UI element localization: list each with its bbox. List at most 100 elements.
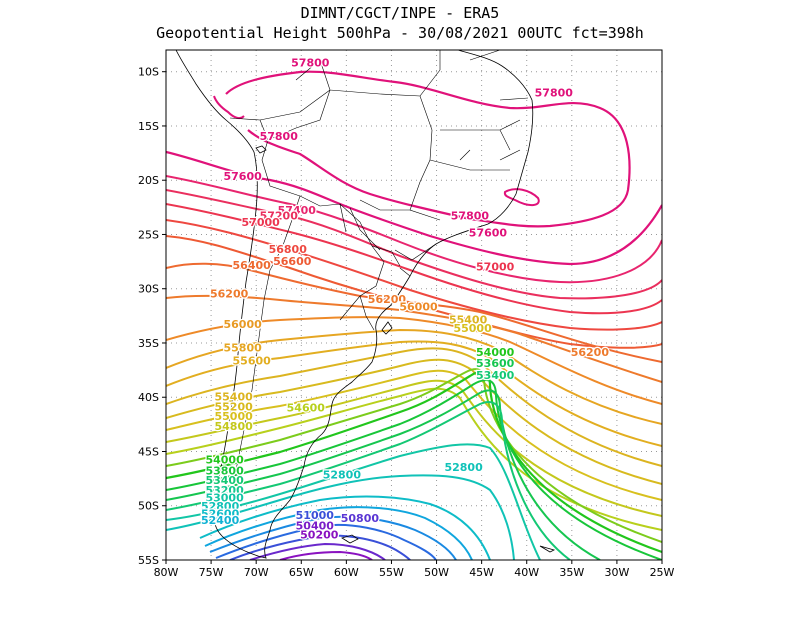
y-tick-label: 20S [138, 174, 159, 187]
contour-label: 53800 [205, 464, 244, 477]
contour-label: 54000 [205, 453, 244, 466]
contour-label: 52800 [323, 469, 362, 482]
south-georgia-island [539, 545, 556, 553]
x-tick-label: 70W [244, 566, 269, 579]
contour-label: 55000 [453, 322, 492, 335]
contour-label: 55200 [214, 400, 253, 413]
contour-label: 57400 [278, 204, 317, 217]
contour-label: 57000 [476, 260, 515, 273]
x-tick-label: 55W [379, 566, 404, 579]
x-tick-label: 40W [514, 566, 539, 579]
x-tick-label: 25W [650, 566, 675, 579]
contour-53800 [166, 379, 662, 560]
contour-57400 [166, 175, 662, 284]
y-tick-label: 30S [138, 283, 159, 296]
x-tick-label: 75W [199, 566, 224, 579]
contour-label: 52800 [444, 461, 483, 474]
lake-titicaca [255, 145, 267, 154]
contour-label: 50200 [300, 528, 339, 541]
coastlines [175, 50, 556, 559]
brazil-states-borders [259, 50, 529, 277]
contour-label: 55800 [224, 342, 263, 355]
contour-50600 [249, 542, 386, 560]
contour-51800 [209, 515, 457, 560]
contour-label: 54800 [214, 420, 253, 433]
contour-label: 52800 [201, 500, 240, 513]
contour-57800-north [225, 70, 631, 228]
contour-label: 56200 [571, 346, 610, 359]
x-axis: 80W 75W 70W 65W 60W 55W 50W 45W 40W 35W 30W 25W [154, 560, 675, 579]
contour-56000 [166, 316, 662, 405]
contour-label: 57800 [451, 209, 490, 222]
contour-label: 57600 [469, 227, 508, 240]
contour-label: 57000 [242, 216, 281, 229]
y-tick-label: 35S [138, 337, 159, 350]
y-tick-label: 45S [138, 445, 159, 458]
contour-52600 [199, 495, 491, 560]
contour-labels: 5780057800578005760057400572005700057800… [200, 55, 611, 543]
contour-label: 53600 [476, 357, 515, 370]
x-tick-label: 45W [469, 566, 494, 579]
x-tick-label: 60W [334, 566, 359, 579]
contour-55000 [166, 369, 662, 501]
falkland-islands [341, 534, 359, 544]
contour-label: 55000 [214, 410, 253, 423]
contour-51400 [215, 523, 437, 560]
contour-55200 [166, 358, 662, 485]
contour-57200 [166, 189, 662, 300]
x-tick-label: 35W [559, 566, 584, 579]
y-tick-label: 25S [138, 228, 159, 241]
y-tick-label: 40S [138, 391, 159, 404]
contour-label: 56000 [399, 300, 438, 313]
y-tick-label: 10S [138, 66, 159, 79]
contour-label: 52400 [201, 514, 240, 527]
contour-label: 56600 [273, 255, 312, 268]
contour-54800 [166, 379, 662, 517]
contour-label: 56000 [224, 318, 263, 331]
y-tick-label: 50S [138, 500, 159, 513]
contour-57000 [166, 203, 662, 315]
contour-52200 [204, 506, 473, 560]
south-america-coastline [175, 50, 534, 559]
contour-label: 54600 [287, 401, 326, 414]
x-tick-label: 30W [604, 566, 629, 579]
contour-label: 54000 [476, 346, 515, 359]
contour-label: 50800 [341, 512, 380, 525]
contour-56400 [166, 262, 662, 363]
x-tick-label: 65W [289, 566, 314, 579]
contour-55600 [166, 340, 662, 447]
contour-label: 52600 [201, 508, 240, 521]
contour-56200 [166, 294, 662, 383]
contour-label: 53400 [476, 369, 515, 382]
x-tick-label: 80W [154, 566, 179, 579]
contour-label: 56200 [368, 293, 407, 306]
contour-56800 [166, 219, 662, 331]
contour-51000 [229, 534, 411, 560]
title-line-1: DIMNT/CGCT/INPE - ERA5 [300, 4, 500, 22]
lagoa-dos-patos [381, 321, 393, 335]
contour-57800-mid [247, 129, 471, 221]
y-axis: 10S 15S 20S 25S 30S 35S 40S 45S 50S 55S [138, 66, 166, 567]
contour-52800 [166, 474, 515, 560]
y-tick-label: 15S [138, 120, 159, 133]
contour-label: 53000 [205, 491, 244, 504]
contour-label: 56200 [210, 287, 249, 300]
contour-53600 [166, 389, 601, 560]
plot-frame [165, 49, 663, 561]
contour-55400 [166, 347, 662, 467]
title-line-2: Geopotential Height 500hPa - 30/08/2021 … [156, 24, 644, 42]
contour-50200 [279, 550, 373, 560]
country-borders [227, 59, 401, 511]
contour-label: 57600 [224, 170, 263, 183]
contour-label: 57200 [260, 209, 299, 222]
contour-label: 57800 [260, 130, 299, 143]
contour-53400 [166, 401, 571, 560]
contour-label: 57800 [535, 87, 574, 100]
contour-55800 [166, 328, 662, 425]
contour-label: 57800 [291, 56, 330, 69]
contour-label: 55400 [214, 390, 253, 403]
contour-label: 56800 [269, 243, 308, 256]
contour-label: 53200 [205, 484, 244, 497]
y-tick-label: 55S [138, 554, 159, 567]
